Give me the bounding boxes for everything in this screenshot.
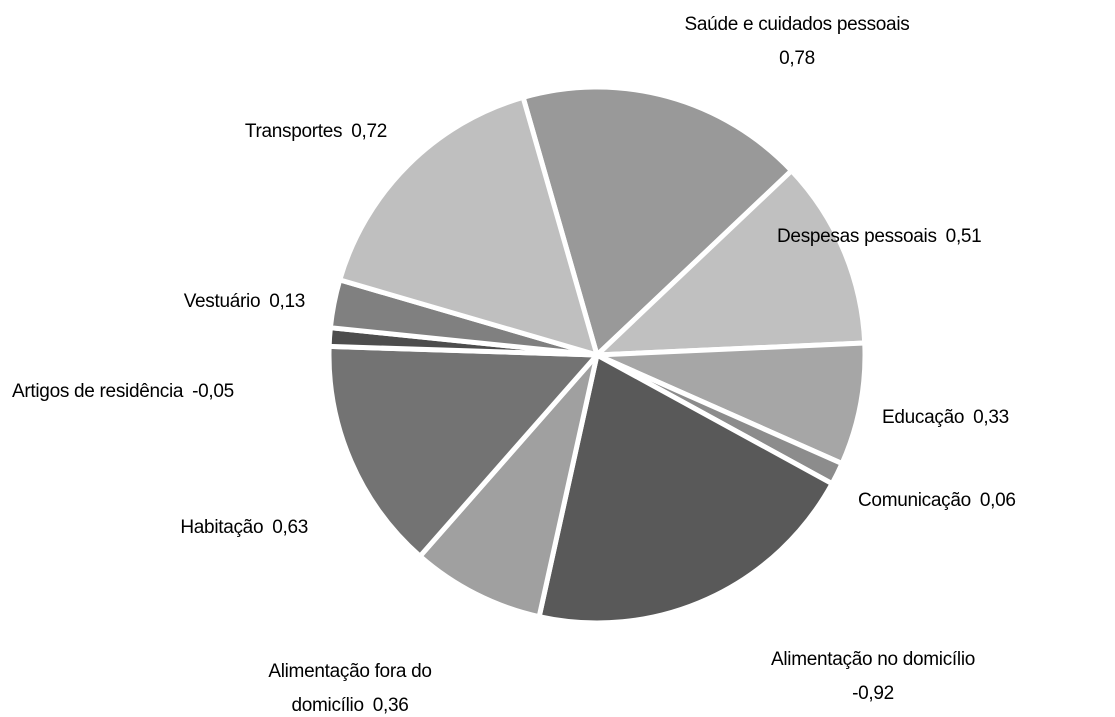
slice-label: Alimentação no domicílio -0,92 xyxy=(713,643,1033,711)
pie-slice xyxy=(337,94,600,358)
category-label: Alimentação fora do domicílio xyxy=(268,661,432,716)
category-label: Despesas pessoais xyxy=(777,226,937,247)
value-label: 0,33 xyxy=(973,407,1009,428)
value-label: 0,06 xyxy=(979,490,1016,511)
value-label: 0,36 xyxy=(372,695,409,716)
category-label: Saúde e cuidados pessoais xyxy=(684,14,910,35)
slice-label: Artigos de residência -0,05 xyxy=(12,375,234,409)
slice-label: Transportes 0,72 xyxy=(245,115,387,149)
slice-label: Vestuário 0,13 xyxy=(183,285,306,319)
pie-slice xyxy=(417,352,600,620)
value-label: 0,51 xyxy=(945,226,982,247)
value-label: 0,63 xyxy=(272,517,308,538)
pie-slice xyxy=(594,340,868,467)
category-label: Vestuário xyxy=(183,291,261,312)
category-label: Transportes xyxy=(244,121,343,142)
value-label: -0,92 xyxy=(852,683,894,704)
value-label: -0,05 xyxy=(192,381,234,402)
slice-label: Habitação 0,63 xyxy=(180,511,308,545)
pie-slice xyxy=(594,168,868,358)
slice-label: Comunicação 0,06 xyxy=(858,484,1016,518)
slice-label: Saúde e cuidados pessoais 0,78 xyxy=(637,8,957,76)
value-label: 0,72 xyxy=(351,121,387,142)
slice-label: Educação 0,33 xyxy=(882,401,1009,435)
category-label: Alimentação no domicílio xyxy=(770,649,976,670)
value-label: 0,78 xyxy=(779,48,815,69)
slice-label: Despesas pessoais 0,51 xyxy=(777,220,982,254)
category-label: Comunicação xyxy=(858,490,971,511)
pie-slice xyxy=(326,343,600,559)
category-label: Educação xyxy=(882,407,965,428)
pie-slice xyxy=(536,352,835,626)
pie-slice xyxy=(520,84,795,358)
category-label: Artigos de residência xyxy=(12,381,184,402)
category-label: Habitação xyxy=(180,517,264,538)
value-label: 0,13 xyxy=(269,291,305,312)
slice-label: Alimentação fora do domicílio 0,36 xyxy=(230,655,470,717)
